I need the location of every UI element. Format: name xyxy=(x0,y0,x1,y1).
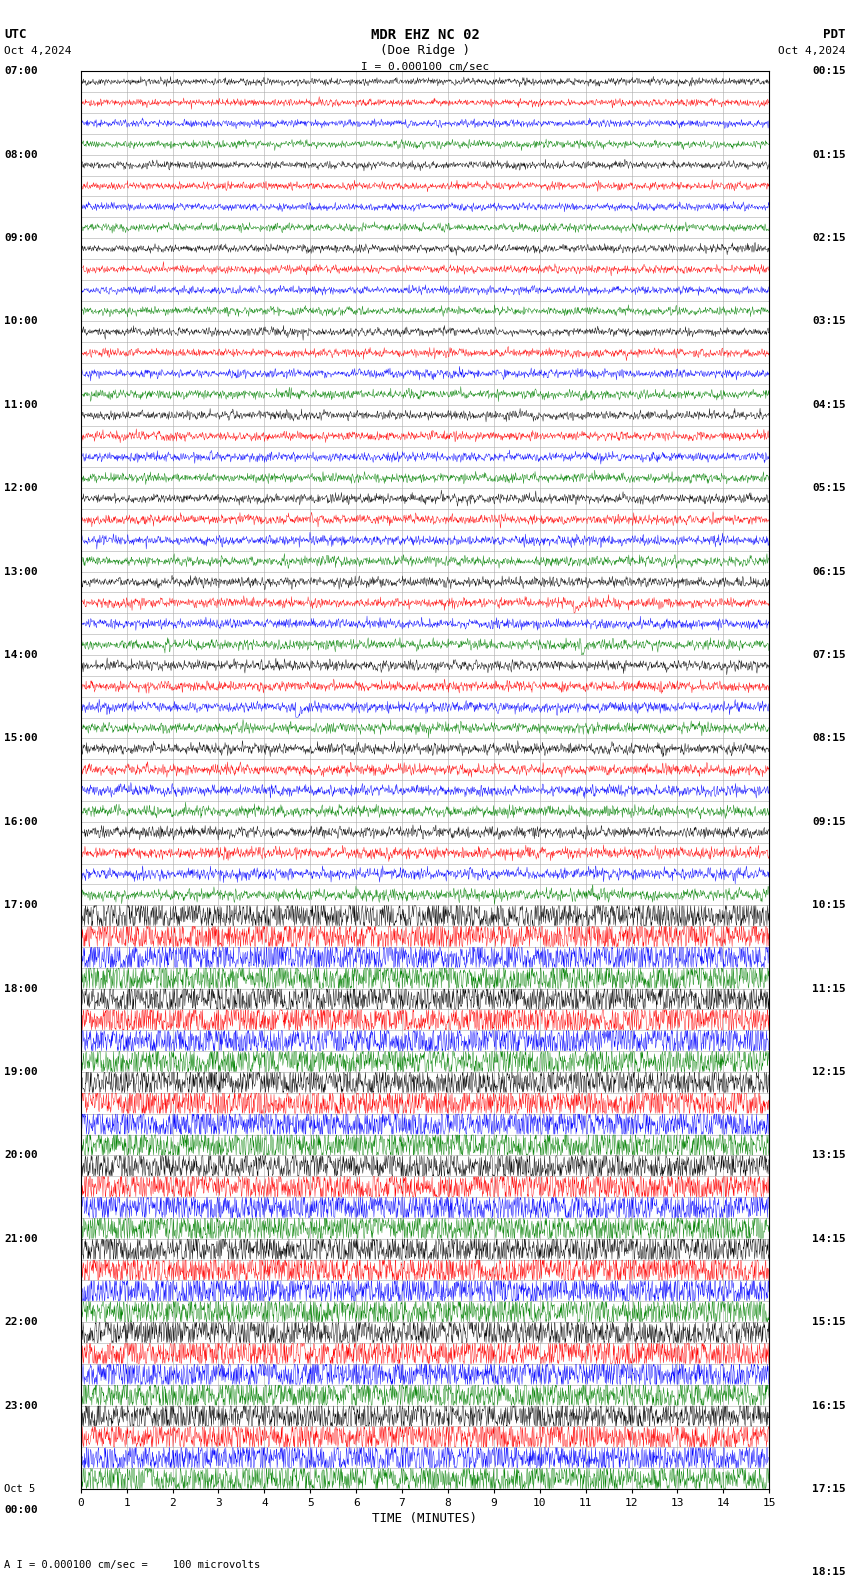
Text: 02:15: 02:15 xyxy=(812,233,846,242)
Text: 06:15: 06:15 xyxy=(812,567,846,577)
Text: 07:00: 07:00 xyxy=(4,67,38,76)
Text: Oct 4,2024: Oct 4,2024 xyxy=(779,46,846,55)
Text: 16:15: 16:15 xyxy=(812,1400,846,1411)
Text: 10:00: 10:00 xyxy=(4,317,38,326)
Text: MDR EHZ NC 02: MDR EHZ NC 02 xyxy=(371,29,479,41)
Text: 09:00: 09:00 xyxy=(4,233,38,242)
Text: 15:15: 15:15 xyxy=(812,1318,846,1327)
Text: A I = 0.000100 cm/sec =    100 microvolts: A I = 0.000100 cm/sec = 100 microvolts xyxy=(4,1560,260,1570)
Text: 14:15: 14:15 xyxy=(812,1234,846,1243)
Text: 13:00: 13:00 xyxy=(4,567,38,577)
Text: (Doe Ridge ): (Doe Ridge ) xyxy=(380,44,470,57)
Text: 23:00: 23:00 xyxy=(4,1400,38,1411)
Text: 09:15: 09:15 xyxy=(812,817,846,827)
X-axis label: TIME (MINUTES): TIME (MINUTES) xyxy=(372,1513,478,1525)
Text: 21:00: 21:00 xyxy=(4,1234,38,1243)
Text: 20:00: 20:00 xyxy=(4,1150,38,1161)
Text: PDT: PDT xyxy=(824,29,846,41)
Text: 18:15: 18:15 xyxy=(812,1567,846,1578)
Text: UTC: UTC xyxy=(4,29,26,41)
Text: 01:15: 01:15 xyxy=(812,149,846,160)
Text: 08:00: 08:00 xyxy=(4,149,38,160)
Text: 16:00: 16:00 xyxy=(4,817,38,827)
Text: 14:00: 14:00 xyxy=(4,649,38,661)
Text: 15:00: 15:00 xyxy=(4,733,38,743)
Text: 00:15: 00:15 xyxy=(812,67,846,76)
Text: 10:15: 10:15 xyxy=(812,900,846,911)
Text: 17:15: 17:15 xyxy=(812,1484,846,1494)
Text: 07:15: 07:15 xyxy=(812,649,846,661)
Text: 19:00: 19:00 xyxy=(4,1068,38,1077)
Text: 08:15: 08:15 xyxy=(812,733,846,743)
Text: 11:15: 11:15 xyxy=(812,984,846,993)
Text: 00:00: 00:00 xyxy=(4,1505,38,1514)
Text: 11:00: 11:00 xyxy=(4,399,38,410)
Text: I = 0.000100 cm/sec: I = 0.000100 cm/sec xyxy=(361,62,489,71)
Text: 17:00: 17:00 xyxy=(4,900,38,911)
Text: 03:15: 03:15 xyxy=(812,317,846,326)
Text: 05:15: 05:15 xyxy=(812,483,846,493)
Text: 12:15: 12:15 xyxy=(812,1068,846,1077)
Text: 04:15: 04:15 xyxy=(812,399,846,410)
Text: 13:15: 13:15 xyxy=(812,1150,846,1161)
Text: 22:00: 22:00 xyxy=(4,1318,38,1327)
Text: Oct 5: Oct 5 xyxy=(4,1484,36,1494)
Text: Oct 4,2024: Oct 4,2024 xyxy=(4,46,71,55)
Text: 12:00: 12:00 xyxy=(4,483,38,493)
Text: 18:00: 18:00 xyxy=(4,984,38,993)
